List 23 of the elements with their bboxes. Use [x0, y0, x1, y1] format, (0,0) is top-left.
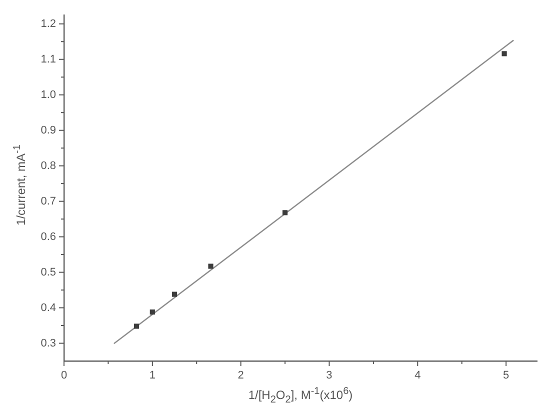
- x-tick-label: 4: [414, 370, 421, 382]
- x-tick-label: 3: [326, 370, 332, 382]
- x-tick-label: 0: [60, 370, 68, 382]
- point: [150, 309, 155, 315]
- y-tick-label: 1.1: [40, 53, 56, 66]
- point: [172, 292, 178, 297]
- y-tick-label: 0.9: [40, 124, 56, 136]
- y-tick-label: 0.3: [40, 337, 56, 350]
- y-tick-label: 0.5: [40, 266, 56, 278]
- y-tick-label: 1.0: [40, 88, 56, 101]
- y-tick-label: 1.2: [40, 18, 56, 30]
- point: [282, 210, 288, 216]
- point: [134, 324, 140, 329]
- x-tick-label: 1: [149, 370, 156, 382]
- y-tick-label: 0.6: [40, 230, 56, 243]
- x-tick-label: 2: [238, 370, 244, 382]
- point: [502, 51, 507, 56]
- y-tick-label: 0.7: [40, 195, 56, 208]
- y-tick-label: 0.8: [40, 160, 56, 172]
- x-tick-label: 5: [502, 370, 510, 382]
- y-tick-label: 0.4: [40, 302, 56, 314]
- text: 1/[H$_{2}$O$_{2}$], M$^{-1}$(x10$^{6}$): [248, 386, 353, 406]
- point: [208, 264, 214, 269]
